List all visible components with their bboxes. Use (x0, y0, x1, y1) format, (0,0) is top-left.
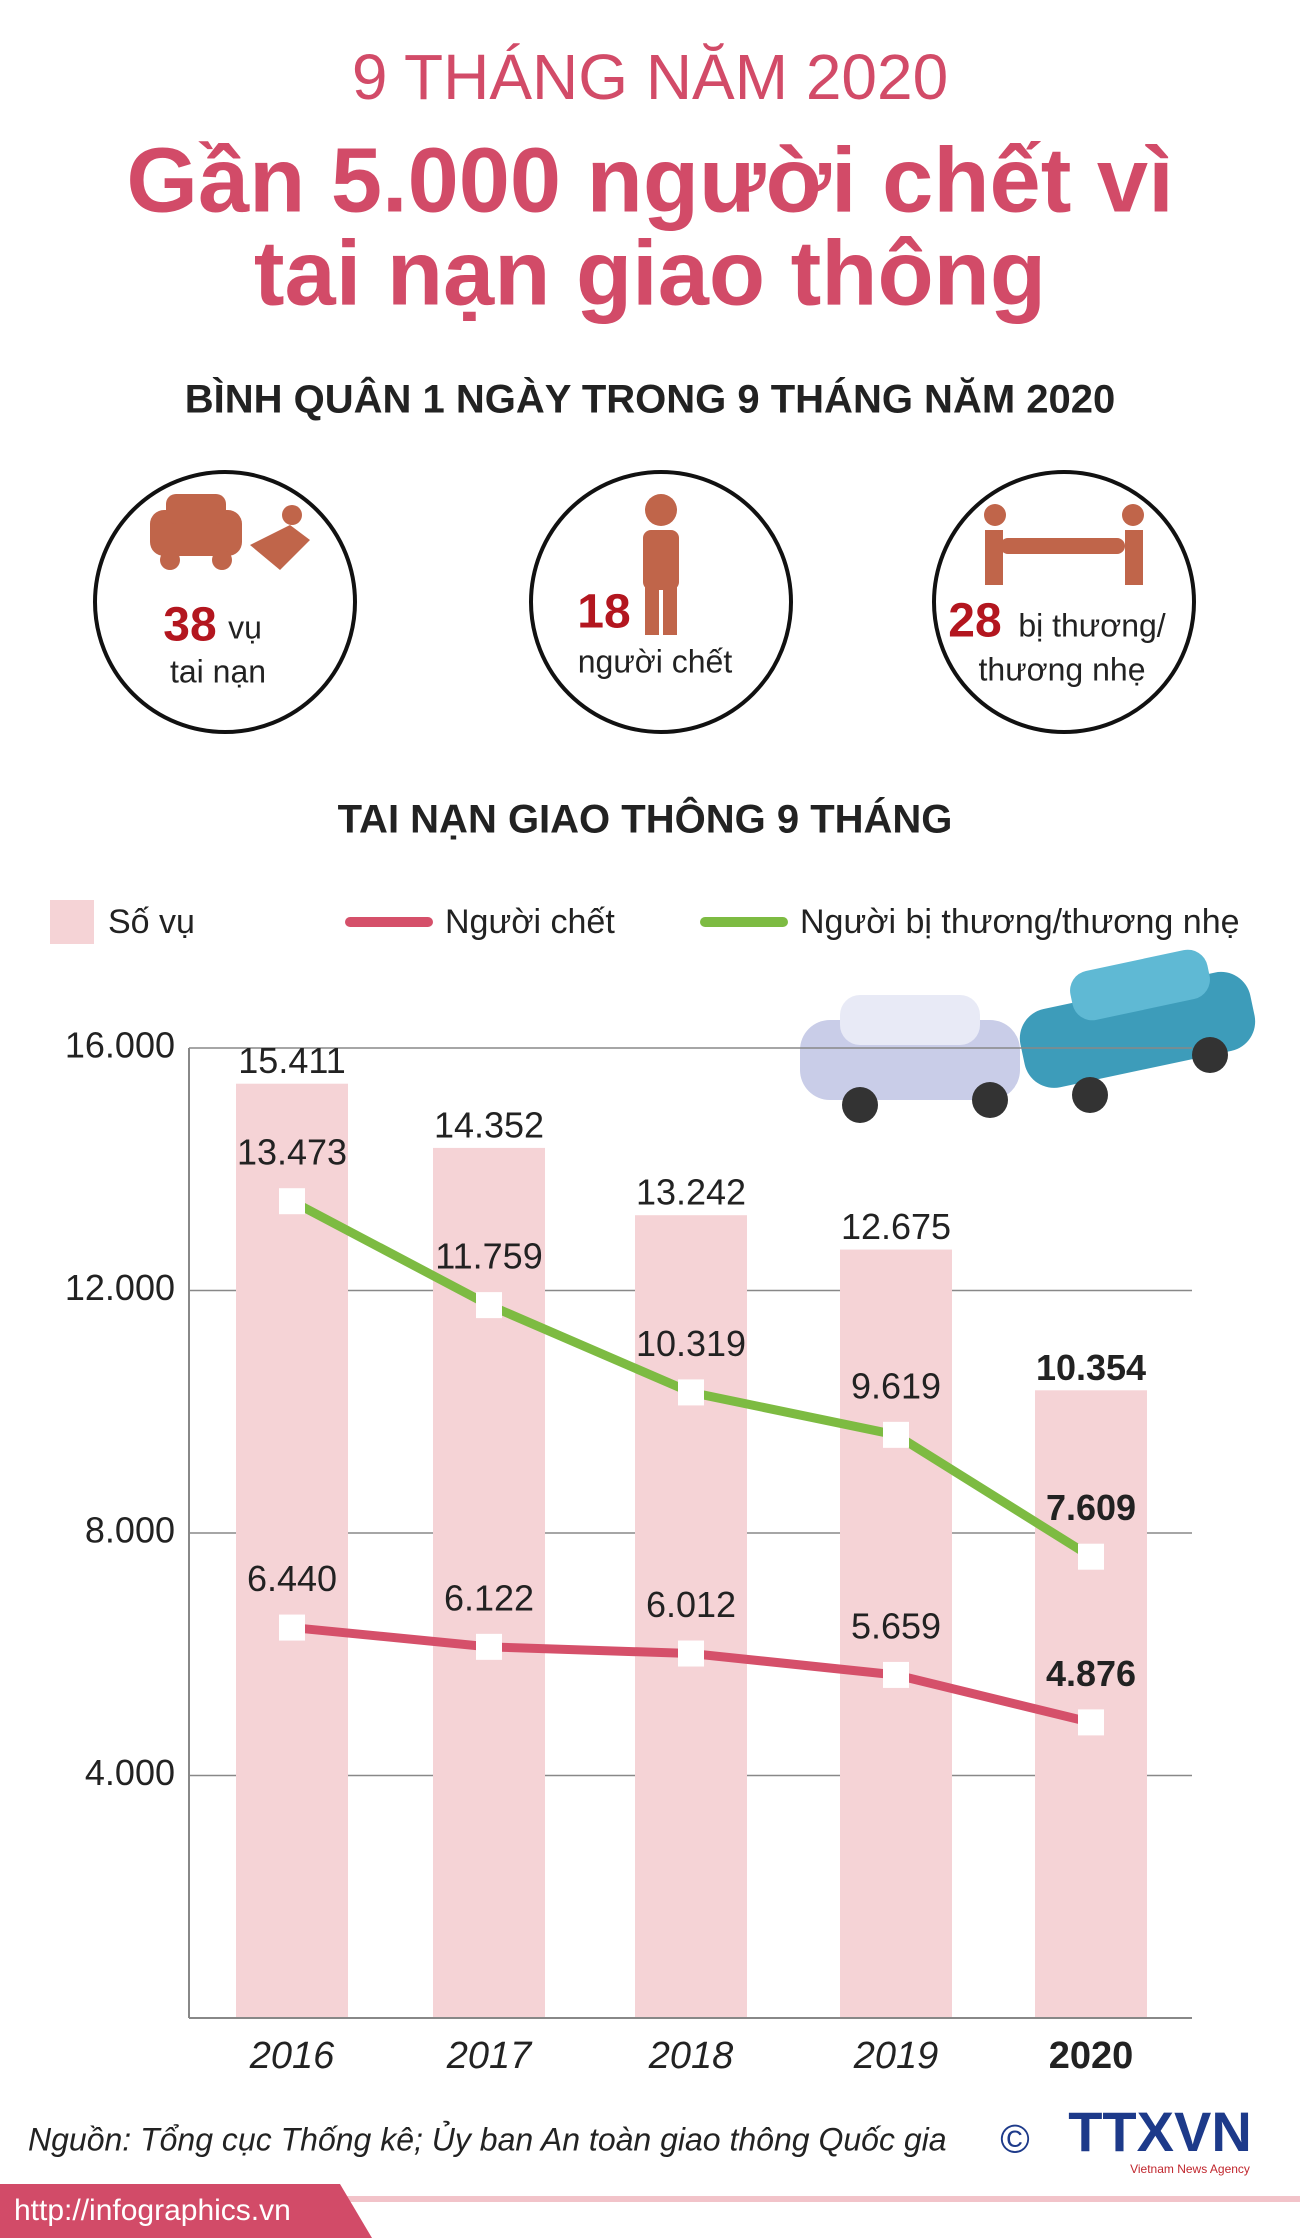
daily-title: BÌNH QUÂN 1 NGÀY TRONG 9 THÁNG NĂM 2020 (185, 376, 1116, 422)
legend-label: Người chết (445, 903, 615, 941)
stat-circles (93, 470, 1196, 734)
person-icon (645, 585, 659, 635)
person-icon (663, 585, 677, 635)
rider-icon (250, 525, 310, 570)
point-value-label: 4.876 (1046, 1653, 1136, 1694)
car-shape (840, 995, 980, 1045)
x-tick-label: 2019 (853, 2035, 939, 2077)
stat-label: tai nạn (170, 653, 266, 689)
car-icon (212, 550, 232, 570)
y-tick-label: 12.000 (65, 1267, 175, 1308)
person-icon (645, 494, 677, 526)
point-marker (1078, 1709, 1104, 1736)
legend-label: Người bị thương/thương nhẹ (800, 903, 1240, 941)
stat-unit: vụ (228, 609, 262, 645)
stretcher-icon (1122, 504, 1144, 526)
car-icon (160, 550, 180, 570)
x-tick-label: 2016 (249, 2035, 335, 2077)
stat-value: 38 (163, 599, 216, 652)
point-value-label: 6.440 (247, 1558, 337, 1599)
stretcher-icon (1125, 530, 1143, 585)
bar (236, 1083, 348, 2018)
car-shape (1070, 949, 1210, 1021)
point-value-label: 11.759 (435, 1236, 542, 1277)
logo-sub: Vietnam News Agency (1130, 2162, 1250, 2176)
bar-value-label: 13.242 (636, 1172, 746, 1213)
wheel (972, 1082, 1008, 1118)
point-marker (279, 1188, 305, 1215)
point-value-label: 7.609 (1046, 1487, 1136, 1528)
car-shape (1019, 971, 1256, 1088)
rider-icon (282, 505, 302, 525)
stat-label: thương nhẹ (979, 651, 1146, 687)
point-marker (678, 1640, 704, 1667)
y-tick-label: 8.000 (85, 1510, 175, 1551)
chart-title: TAI NẠN GIAO THÔNG 9 THÁNG (338, 796, 953, 842)
point-marker (883, 1421, 909, 1448)
bar (1035, 1390, 1147, 2018)
point-value-label: 13.473 (237, 1132, 347, 1173)
point-marker (883, 1661, 909, 1688)
point-marker (476, 1633, 502, 1660)
point-value-label: 6.122 (444, 1577, 534, 1618)
stretcher-icon (984, 504, 1006, 526)
copyright: © (1000, 2118, 1029, 2162)
point-marker (279, 1614, 305, 1641)
bar-value-label: 12.675 (841, 1206, 951, 1247)
kicker: 9 THÁNG NĂM 2020 (352, 41, 948, 113)
legend-label: Số vụ (108, 903, 195, 941)
wheel (842, 1087, 878, 1123)
point-value-label: 5.659 (851, 1605, 941, 1646)
car-icon (166, 494, 226, 524)
legend-swatch (700, 917, 788, 927)
x-tick-label: 2020 (1049, 2035, 1134, 2077)
bar-value-label: 15.411 (238, 1040, 345, 1081)
source: Nguồn: Tổng cục Thống kê; Ủy ban An toàn… (28, 2121, 947, 2157)
y-tick-label: 16.000 (65, 1025, 175, 1066)
y-tick-label: 4.000 (85, 1752, 175, 1793)
circle (529, 470, 793, 734)
title: Gần 5.000 người chết vì (126, 129, 1173, 231)
point-marker (1078, 1543, 1104, 1570)
point-value-label: 10.319 (636, 1323, 746, 1364)
stretcher-icon (1000, 538, 1125, 554)
wheel (1192, 1037, 1228, 1073)
footer-bar (0, 2184, 372, 2238)
circle (932, 470, 1196, 734)
bar-value-label: 14.352 (434, 1104, 544, 1145)
stat-label: người chết (578, 643, 733, 679)
point-value-label: 6.012 (646, 1584, 736, 1625)
icons (150, 494, 1144, 635)
stretcher-icon (985, 530, 1003, 585)
point-marker (476, 1292, 502, 1319)
crash-illustration (800, 949, 1256, 1123)
footer-url: http://infographics.vn (14, 2194, 291, 2227)
title: tai nạn giao thông (254, 222, 1046, 324)
x-tick-label: 2017 (446, 2035, 533, 2077)
bar-value-label: 10.354 (1036, 1347, 1146, 1388)
point-marker (678, 1379, 704, 1406)
legend-swatch (50, 900, 94, 944)
footer-line (0, 2196, 1300, 2202)
legend-swatch (345, 917, 433, 927)
logo: TTXVN (1068, 2100, 1252, 2163)
stat-unit: bị thương/ (1018, 607, 1165, 643)
person-icon (643, 530, 679, 590)
stat-value: 18 (577, 586, 630, 639)
circle (93, 470, 357, 734)
stat-value: 28 (948, 595, 1001, 648)
wheel (1072, 1077, 1108, 1113)
bar (635, 1215, 747, 2018)
bar (840, 1249, 952, 2018)
point-value-label: 9.619 (851, 1365, 941, 1406)
x-tick-label: 2018 (648, 2035, 734, 2077)
